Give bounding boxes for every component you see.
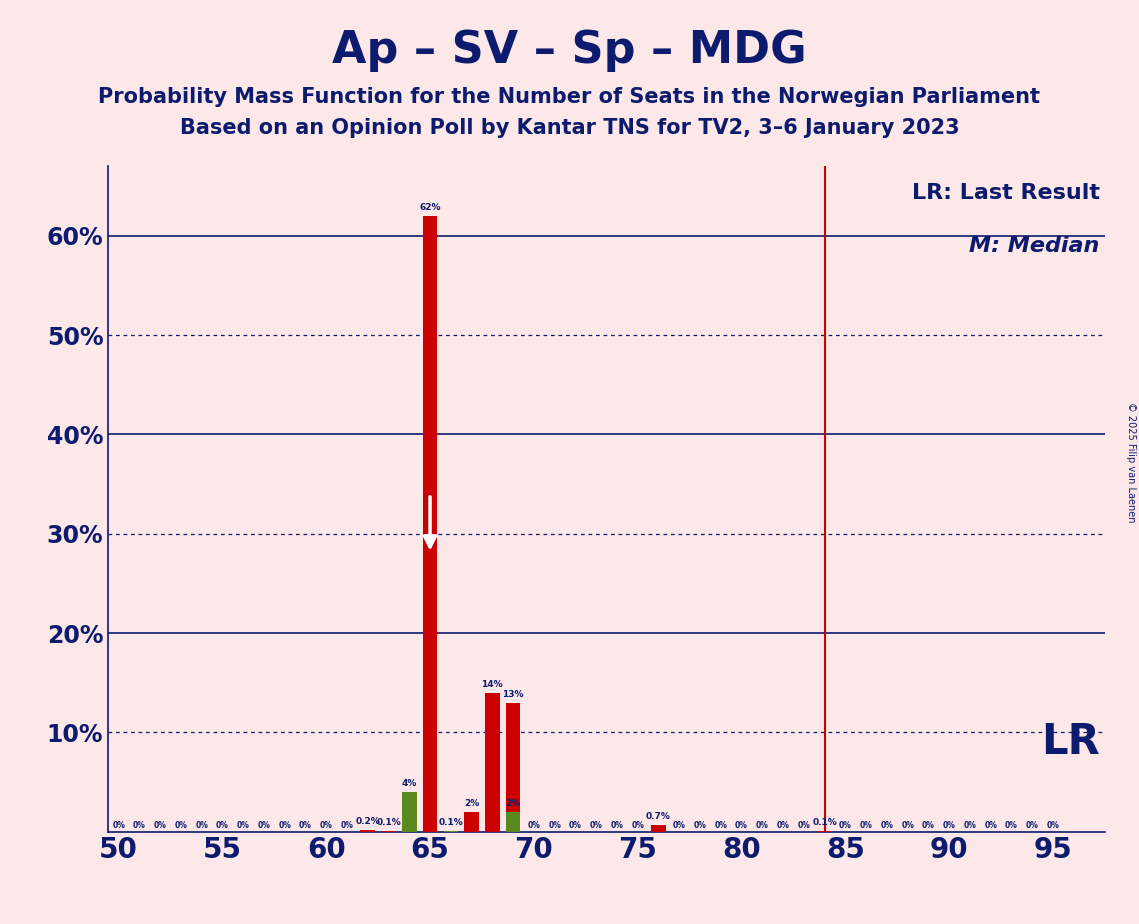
Text: 0%: 0%: [112, 821, 125, 830]
Text: 13%: 13%: [502, 689, 524, 699]
Text: 2%: 2%: [506, 798, 521, 808]
Bar: [402, 792, 417, 832]
Text: 0.1%: 0.1%: [439, 818, 464, 827]
Bar: [652, 824, 665, 832]
Text: Based on an Opinion Poll by Kantar TNS for TV2, 3–6 January 2023: Based on an Opinion Poll by Kantar TNS f…: [180, 117, 959, 138]
Text: 0%: 0%: [984, 821, 997, 830]
Text: 62%: 62%: [419, 203, 441, 212]
Text: 0%: 0%: [673, 821, 686, 830]
Text: 0.7%: 0.7%: [646, 811, 671, 821]
Text: LR: LR: [1041, 721, 1100, 763]
Text: 0%: 0%: [133, 821, 146, 830]
Text: 0%: 0%: [1005, 821, 1018, 830]
Text: 0%: 0%: [694, 821, 706, 830]
Text: 0.1%: 0.1%: [812, 818, 837, 827]
Text: © 2025 Filip van Laenen: © 2025 Filip van Laenen: [1126, 402, 1136, 522]
Text: 2%: 2%: [464, 798, 480, 808]
Bar: [818, 831, 831, 832]
Bar: [506, 702, 521, 832]
Bar: [360, 830, 375, 832]
Text: 0%: 0%: [880, 821, 893, 830]
Text: 0%: 0%: [797, 821, 810, 830]
Text: Probability Mass Function for the Number of Seats in the Norwegian Parliament: Probability Mass Function for the Number…: [98, 87, 1041, 107]
Bar: [485, 693, 500, 832]
Text: 0%: 0%: [590, 821, 603, 830]
Text: 0%: 0%: [756, 821, 769, 830]
Bar: [443, 831, 458, 832]
Text: 0%: 0%: [921, 821, 935, 830]
Text: 0%: 0%: [860, 821, 872, 830]
Text: 0%: 0%: [195, 821, 208, 830]
Bar: [506, 812, 521, 832]
Text: 0%: 0%: [1047, 821, 1059, 830]
Text: 0%: 0%: [735, 821, 748, 830]
Text: 0%: 0%: [237, 821, 249, 830]
Bar: [465, 812, 478, 832]
Text: LR: Last Result: LR: Last Result: [912, 183, 1100, 203]
Text: 0.1%: 0.1%: [376, 818, 401, 827]
Text: 0%: 0%: [527, 821, 540, 830]
Text: 0%: 0%: [570, 821, 582, 830]
Text: 0%: 0%: [300, 821, 312, 830]
Text: 0%: 0%: [611, 821, 623, 830]
Text: 4%: 4%: [402, 779, 417, 788]
Text: 0%: 0%: [631, 821, 644, 830]
Text: 0.2%: 0.2%: [355, 817, 380, 826]
Text: 14%: 14%: [482, 680, 503, 688]
Bar: [382, 831, 395, 832]
Text: 0%: 0%: [1026, 821, 1039, 830]
Text: 0%: 0%: [777, 821, 789, 830]
Text: 0%: 0%: [341, 821, 353, 830]
Text: 0%: 0%: [278, 821, 292, 830]
Text: 0%: 0%: [838, 821, 852, 830]
Text: 0%: 0%: [548, 821, 562, 830]
Text: 0%: 0%: [320, 821, 333, 830]
Text: 0%: 0%: [257, 821, 270, 830]
Text: 0%: 0%: [154, 821, 166, 830]
Bar: [423, 216, 437, 832]
Text: 0%: 0%: [216, 821, 229, 830]
Text: Ap – SV – Sp – MDG: Ap – SV – Sp – MDG: [333, 30, 806, 72]
Text: 0%: 0%: [174, 821, 187, 830]
Text: 0%: 0%: [714, 821, 727, 830]
Text: 0%: 0%: [901, 821, 913, 830]
Text: M: Median: M: Median: [969, 237, 1100, 256]
Text: 0%: 0%: [964, 821, 976, 830]
Text: 0%: 0%: [943, 821, 956, 830]
